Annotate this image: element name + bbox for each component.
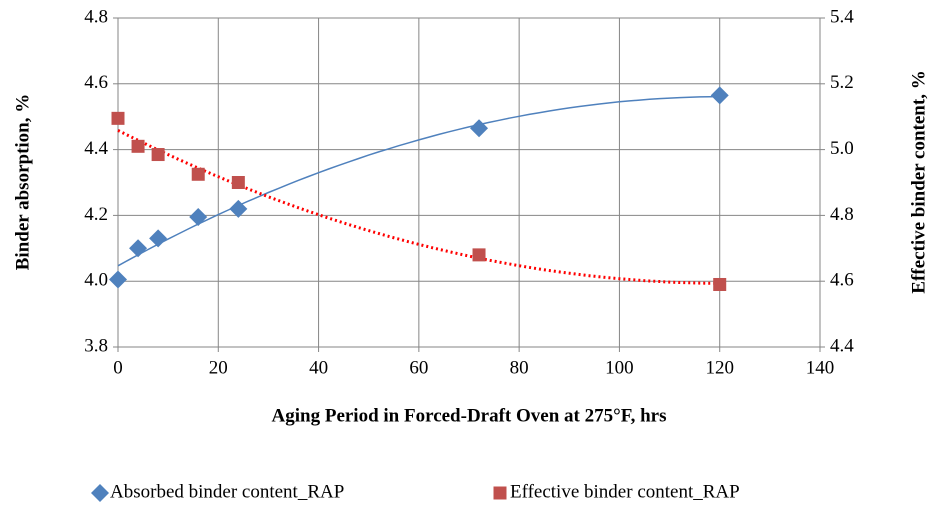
x-tick-label: 120 [705, 357, 734, 378]
y-tick-label: 4.2 [84, 204, 108, 225]
y2-tick-label: 5.4 [830, 6, 854, 27]
y2-tick-label: 5.2 [830, 72, 854, 93]
data-point [131, 139, 145, 153]
plot-area [117, 17, 821, 348]
x-tick-label: 40 [309, 357, 328, 378]
data-point [129, 239, 148, 258]
data-point [472, 248, 486, 262]
y2-tick-label: 5.0 [830, 138, 854, 159]
data-point [231, 176, 245, 189]
legend-marker [91, 484, 109, 502]
y-tick-label: 4.4 [84, 138, 108, 159]
data-point [189, 208, 208, 227]
y2-tick-label: 4.6 [830, 270, 854, 291]
y-axis-title: Binder absorption, % [12, 94, 33, 271]
x-tick-label: 100 [605, 357, 634, 378]
x-tick-label: 140 [806, 357, 835, 378]
y-tick-label: 4.0 [84, 270, 108, 291]
data-point [111, 111, 125, 125]
trendline [117, 95, 720, 267]
x-tick-label: 20 [209, 357, 228, 378]
y2-tick-label: 4.8 [830, 204, 854, 225]
legend-label: Absorbed binder content_RAP [110, 481, 344, 502]
legend-marker [493, 486, 507, 500]
data-point [109, 270, 127, 289]
data-point [229, 199, 248, 218]
trendline [117, 129, 720, 285]
y-tick-label: 3.8 [84, 335, 108, 356]
data-point [710, 86, 729, 105]
data-point [191, 167, 205, 181]
y2-axis-title: Effective binder content, % [908, 70, 929, 293]
data-point [151, 148, 165, 162]
data-point [470, 119, 489, 138]
x-tick-label: 60 [409, 357, 428, 378]
data-point [149, 229, 168, 248]
y-tick-label: 4.8 [84, 6, 108, 27]
x-axis-title: Aging Period in Forced-Draft Oven at 275… [272, 405, 667, 426]
y-tick-label: 4.6 [84, 72, 108, 93]
y2-tick-label: 4.4 [830, 335, 854, 356]
x-tick-label: 80 [510, 357, 529, 378]
x-tick-label: 0 [113, 357, 123, 378]
legend-label: Effective binder content_RAP [510, 481, 740, 502]
data-point [713, 277, 727, 291]
